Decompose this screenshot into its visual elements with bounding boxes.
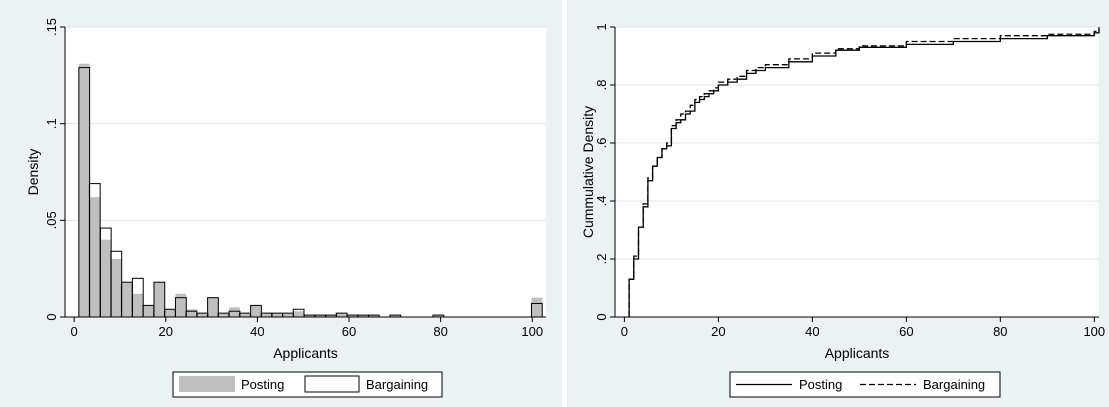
posting-bar: [197, 313, 208, 317]
x-tick-label: 40: [805, 324, 819, 339]
posting-bar: [432, 315, 444, 317]
y-tick-label: .05: [44, 211, 59, 229]
posting-bar: [293, 311, 305, 317]
posting-bar: [271, 313, 283, 317]
y-tick-label: 0: [594, 313, 609, 320]
y-tick-label: .8: [594, 80, 609, 91]
x-tick-label: 20: [711, 324, 725, 339]
cdf-panel: 0 .2 .4 .6 .8 1 0 20 40 60 80 100 Applicants Cummulat…: [567, 0, 1109, 407]
x-tick-label: 20: [159, 324, 173, 339]
legend-label-bargaining: Bargaining: [366, 377, 428, 392]
posting-bar: [218, 313, 229, 317]
plot-area: [615, 27, 1099, 317]
posting-bar: [282, 313, 294, 317]
x-tick-label: 60: [899, 324, 913, 339]
x-tick-label: 60: [342, 324, 356, 339]
x-tick-label: 0: [71, 324, 78, 339]
posting-bar: [132, 293, 144, 317]
x-axis-label: Applicants: [825, 345, 890, 361]
legend-swatch-bargaining: [304, 375, 360, 393]
posting-bar: [304, 315, 316, 317]
posting-bar: [175, 293, 187, 317]
legend-swatch-posting: [179, 376, 235, 392]
y-tick-label: 1: [594, 23, 609, 30]
x-tick-label: 100: [521, 324, 543, 339]
posting-bar: [250, 305, 262, 317]
x-tick-label: 0: [621, 324, 628, 339]
posting-bar: [78, 63, 90, 317]
posting-bar: [89, 197, 101, 317]
posting-bar: [229, 307, 240, 317]
bargaining-line: [628, 29, 1100, 317]
posting-bar: [368, 315, 380, 317]
posting-bar: [389, 315, 401, 317]
posting-bar: [186, 309, 197, 317]
x-tick-label: 80: [433, 324, 447, 339]
y-tick-label: 0: [44, 313, 59, 320]
y-tick-label: .4: [594, 196, 609, 207]
posting-bar: [100, 239, 112, 317]
y-tick-label: .1: [44, 118, 59, 129]
posting-bar: [239, 313, 251, 317]
x-axis-label: Applicants: [273, 345, 338, 361]
posting-bar: [153, 282, 165, 317]
histogram-panel: 0 .05 .1 .15 0 20 40 60 80 100 Applicants Density Po…: [0, 0, 562, 407]
posting-bar: [207, 297, 219, 317]
legend-label-bargaining: Bargaining: [923, 377, 985, 392]
x-tick-label: 100: [1083, 324, 1105, 339]
posting-bar: [314, 315, 326, 317]
posting-bar: [347, 315, 359, 317]
plot-area: [65, 27, 546, 317]
posting-bar: [357, 315, 369, 317]
legend-label-posting: Posting: [799, 377, 842, 392]
posting-bar: [121, 282, 133, 317]
x-tick-label: 80: [993, 324, 1007, 339]
y-axis-label: Density: [25, 149, 41, 196]
posting-bar: [261, 313, 272, 317]
histogram-chart: 0 .05 .1 .15 0 20 40 60 80 100 Applicants Density Po…: [25, 18, 546, 398]
y-axis-label: Cummulative Density: [580, 106, 596, 238]
posting-bar: [142, 305, 154, 317]
y-tick-label: .15: [44, 18, 59, 36]
posting-bar: [164, 309, 176, 317]
legend-label-posting: Posting: [241, 377, 284, 392]
posting-bar: [110, 259, 122, 317]
posting-bar: [336, 313, 348, 317]
posting-bar: [531, 297, 543, 317]
y-tick-label: .2: [594, 254, 609, 265]
x-tick-label: 40: [250, 324, 264, 339]
posting-bar: [325, 315, 337, 317]
y-tick-label: .6: [594, 138, 609, 149]
cdf-chart: 0 .2 .4 .6 .8 1 0 20 40 60 80 100 Applicants Cummulat…: [580, 23, 1105, 398]
